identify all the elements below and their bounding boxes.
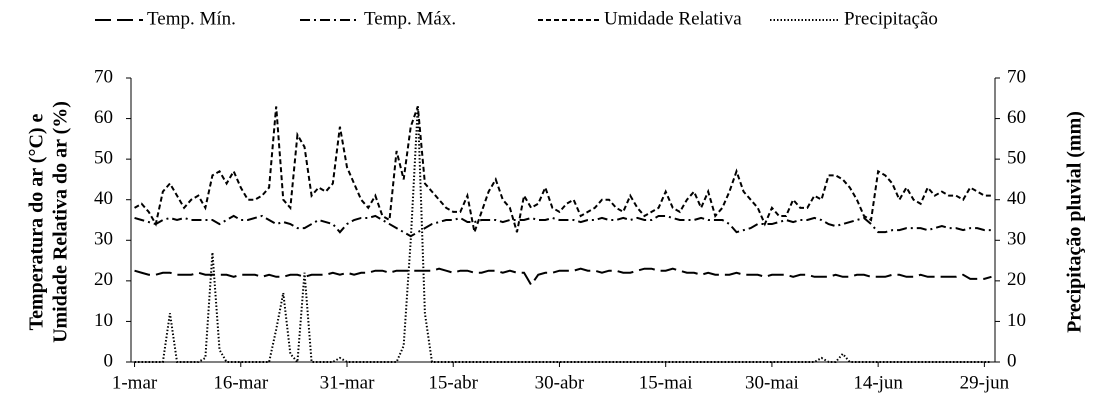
x-tick-label: 31-mar xyxy=(320,372,376,393)
y-tick-label: 40 xyxy=(94,188,113,209)
y2-tick-label: 60 xyxy=(1007,107,1026,128)
y2-tick-label: 30 xyxy=(1007,229,1026,250)
y-tick-label: 0 xyxy=(104,350,114,371)
legend-label: Umidade Relativa xyxy=(604,8,742,29)
y-tick-label: 10 xyxy=(94,310,113,331)
y2-tick-label: 0 xyxy=(1007,350,1017,371)
y2-tick-label: 50 xyxy=(1007,148,1026,169)
y2-tick-label: 20 xyxy=(1007,269,1026,290)
y-tick-label: 30 xyxy=(94,229,113,250)
y-tick-label: 70 xyxy=(94,66,113,87)
x-tick-label: 30-abr xyxy=(535,372,585,393)
series-line xyxy=(134,106,992,236)
y-axis-label: Umidade Relativa do ar (%) xyxy=(50,101,72,343)
x-tick-label: 14-jun xyxy=(853,372,903,393)
x-tick-label: 15-mai xyxy=(639,372,693,393)
y2-tick-label: 40 xyxy=(1007,188,1026,209)
x-tick-label: 29-jun xyxy=(960,372,1010,393)
series-line xyxy=(134,214,992,238)
series-line xyxy=(134,267,992,287)
series-line xyxy=(134,106,992,365)
y-tick-label: 60 xyxy=(94,107,113,128)
legend-label: Temp. Mín. xyxy=(147,8,236,29)
x-tick-label: 30-mai xyxy=(745,372,799,393)
y-tick-label: 20 xyxy=(94,269,113,290)
legend-label: Precipitação xyxy=(844,8,938,29)
y2-tick-label: 10 xyxy=(1007,310,1026,331)
y-axis-label: Temperatura do ar (°C) e xyxy=(26,113,48,330)
legend-label: Temp. Máx. xyxy=(364,8,456,29)
x-tick-label: 16-mar xyxy=(213,372,269,393)
y2-tick-label: 70 xyxy=(1007,66,1026,87)
x-tick-label: 1-mar xyxy=(112,372,158,393)
y2-axis-label: Precipitação pluvial (mm) xyxy=(1064,111,1086,333)
y-tick-label: 50 xyxy=(94,148,113,169)
x-tick-label: 15-abr xyxy=(428,372,478,393)
